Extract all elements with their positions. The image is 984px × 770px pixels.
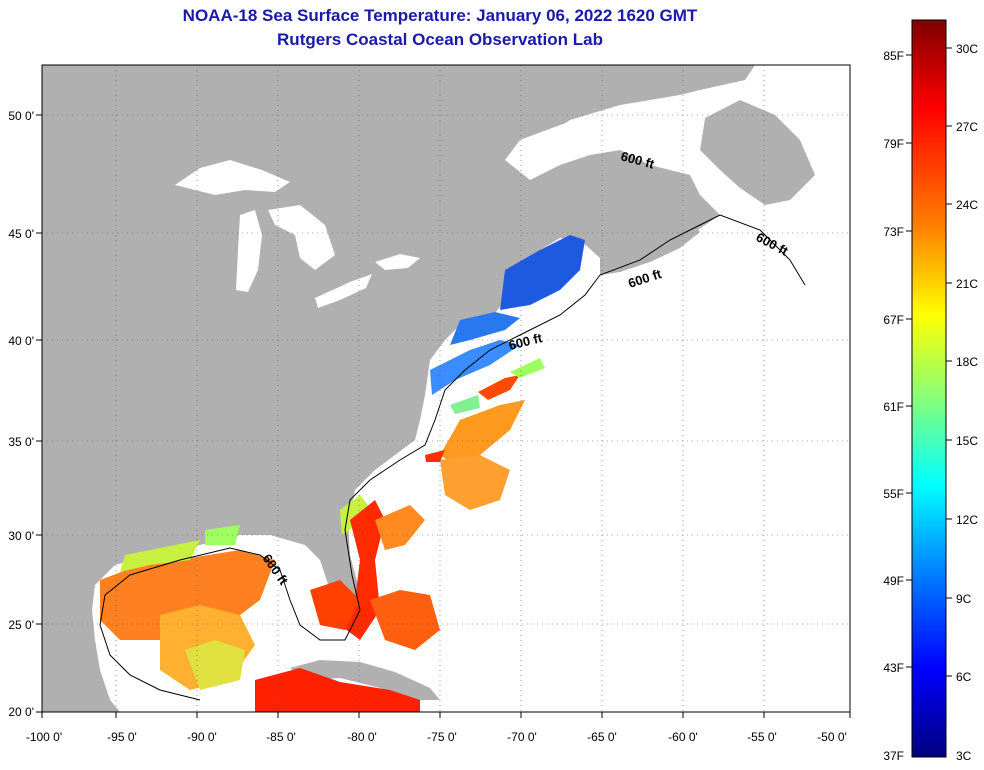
colorbar-c-label: 30C — [956, 42, 978, 56]
lon-tick-label: -75 0' — [427, 730, 457, 744]
colorbar-f-label: 61F — [883, 400, 904, 414]
lon-tick-label: -70 0' — [507, 730, 537, 744]
colorbar-f-label: 43F — [883, 661, 904, 675]
lon-tick-label: -60 0' — [668, 730, 698, 744]
lon-tick-label: -50 0' — [817, 730, 847, 744]
lon-tick-label: -65 0' — [587, 730, 617, 744]
lon-tick-label: -80 0' — [347, 730, 377, 744]
lat-tick-label: 35 0' — [8, 435, 34, 449]
lat-tick-label: 40 0' — [8, 334, 34, 348]
colorbar-f-label: 55F — [883, 487, 904, 501]
colorbar-f-label: 67F — [883, 313, 904, 327]
colorbar-c-label: 6C — [956, 670, 972, 684]
colorbar-c-label: 18C — [956, 355, 978, 369]
colorbar-f-label: 79F — [883, 137, 904, 151]
colorbar-c-label: 27C — [956, 120, 978, 134]
lat-tick-label: 25 0' — [8, 618, 34, 632]
colorbar-c-label: 24C — [956, 198, 978, 212]
lon-tick-label: -90 0' — [187, 730, 217, 744]
colorbar-c-label: 21C — [956, 277, 978, 291]
colorbar-c-label: 9C — [956, 592, 972, 606]
lon-tick-label: -95 0' — [107, 730, 137, 744]
lat-tick-label: 30 0' — [8, 529, 34, 543]
colorbar — [912, 20, 946, 757]
lat-tick-label: 45 0' — [8, 227, 34, 241]
lat-tick-label: 50 0' — [8, 109, 34, 123]
colorbar-f-label: 85F — [883, 49, 904, 63]
lon-tick-label: -100 0' — [26, 730, 62, 744]
colorbar-f-label: 37F — [883, 749, 904, 763]
lat-tick-label: 20 0' — [8, 705, 34, 719]
colorbar-c-label: 15C — [956, 434, 978, 448]
colorbar-f-label: 49F — [883, 574, 904, 588]
colorbar-c-label: 12C — [956, 513, 978, 527]
lon-tick-label: -85 0' — [266, 730, 296, 744]
colorbar-f-label: 73F — [883, 225, 904, 239]
colorbar-c-label: 3C — [956, 749, 972, 763]
lon-tick-label: -55 0' — [747, 730, 777, 744]
